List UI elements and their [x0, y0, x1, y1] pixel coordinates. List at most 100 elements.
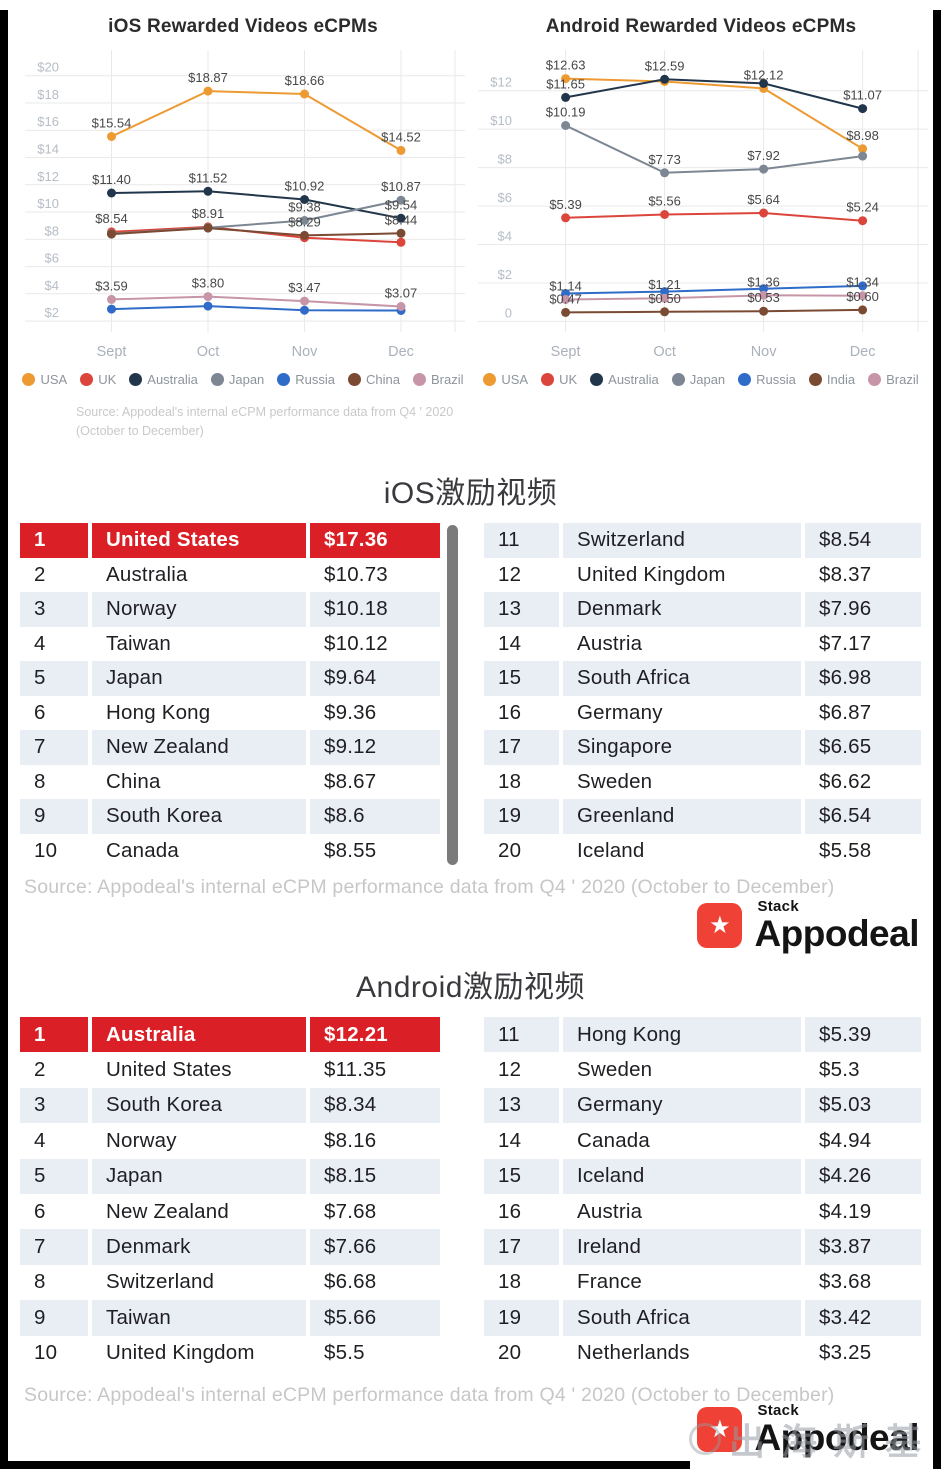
- country-cell: Greenland: [563, 799, 801, 834]
- country-cell: Taiwan: [106, 631, 172, 655]
- table-row: 20 Netherlands $3.25: [484, 1336, 921, 1371]
- country-cell: Switzerland: [563, 523, 801, 558]
- legend-item: Russia: [277, 372, 335, 387]
- country-cell: New Zealand: [92, 730, 306, 765]
- table-row: 14 Austria $7.17: [484, 627, 921, 662]
- rank-cell: 10: [34, 838, 58, 862]
- country-cell: Hong Kong: [106, 700, 211, 724]
- rank-cell: 7: [20, 730, 88, 765]
- value-cell: $5.66: [310, 1300, 440, 1336]
- svg-text:$2: $2: [45, 305, 59, 320]
- country-cell: China: [106, 769, 161, 793]
- country-cell: United Kingdom: [577, 562, 726, 586]
- legend-label: India: [826, 372, 856, 387]
- rank-cell: 7: [20, 1229, 88, 1265]
- value-cell: $5.3: [819, 1058, 860, 1082]
- svg-text:Nov: Nov: [292, 344, 319, 360]
- rank-cell: 14: [498, 1128, 522, 1152]
- value-cell: $5.58: [819, 838, 872, 862]
- country-cell: Germany: [577, 700, 663, 724]
- legend-item: Russia: [738, 372, 796, 387]
- rank-cell: 14: [498, 631, 522, 655]
- legend-label: UK: [98, 372, 117, 387]
- svg-text:$12: $12: [37, 169, 59, 184]
- legend-dot-icon: [808, 373, 822, 386]
- legend-item: Australia: [129, 372, 198, 387]
- country-cell: Netherlands: [577, 1341, 690, 1365]
- legend-item: Brazil: [413, 372, 464, 387]
- svg-text:$12.12: $12.12: [744, 67, 784, 82]
- table-row: 18 Sweden $6.62: [484, 765, 921, 800]
- country-cell: South Africa: [563, 661, 801, 696]
- table-row: 10 Canada $8.55: [20, 834, 440, 869]
- country-cell: Sweden: [577, 769, 653, 793]
- ios-table-right: 11 Switzerland $8.54 12 United Kingdom $…: [484, 523, 921, 868]
- country-cell: South Africa: [563, 1300, 801, 1336]
- country-cell: Canada: [577, 1128, 651, 1152]
- legend-item: Japan: [671, 372, 725, 387]
- legend-dot-icon: [483, 373, 497, 386]
- svg-text:$10: $10: [37, 196, 59, 211]
- table-row: 11 Switzerland $8.54: [484, 523, 921, 558]
- svg-text:$10.19: $10.19: [546, 105, 586, 120]
- country-cell: South Korea: [92, 799, 306, 834]
- appodeal-logo: ★ Stack Appodeal: [697, 898, 919, 952]
- svg-text:$5.64: $5.64: [747, 192, 780, 207]
- value-cell: $10.73: [324, 562, 388, 586]
- android-table-section: Android激励视频 1 Australia $12.21 2 United …: [0, 962, 941, 1371]
- legend-item: UK: [80, 372, 116, 387]
- ios-chart-source: Source: Appodeal's internal eCPM perform…: [76, 405, 454, 439]
- scrollbar-thumb[interactable]: [447, 525, 458, 865]
- legend-item: USA: [22, 372, 67, 387]
- legend-label: Japan: [228, 372, 265, 387]
- value-cell: $6.98: [805, 661, 921, 696]
- value-cell: $6.54: [805, 799, 921, 834]
- legend-label: Australia: [608, 372, 659, 387]
- country-cell: New Zealand: [106, 1199, 229, 1223]
- table-row: 4 Norway $8.16: [20, 1123, 440, 1158]
- rank-cell: 5: [20, 661, 88, 696]
- country-cell: Iceland: [563, 1158, 801, 1194]
- svg-text:$1.21: $1.21: [648, 277, 681, 292]
- table-row: 7 Denmark $7.66: [20, 1229, 440, 1265]
- value-cell: $9.12: [310, 730, 440, 765]
- svg-text:$12.59: $12.59: [645, 58, 685, 73]
- legend-dot-icon: [348, 373, 362, 386]
- ios-chart-panel: iOS Rewarded Videos eCPMs $20 $18 $16 $14 $1…: [18, 12, 468, 442]
- rank-cell: 3: [20, 592, 88, 627]
- country-cell: France: [577, 1270, 643, 1294]
- value-cell: $3.25: [819, 1341, 872, 1365]
- country-cell: Denmark: [563, 592, 801, 627]
- svg-text:$5.56: $5.56: [648, 194, 681, 209]
- rank-cell: 12: [498, 562, 522, 586]
- legend-item: Australia: [590, 372, 659, 387]
- android-chart-panel: Android Rewarded Videos eCPMs $12 $10 $8 $6…: [470, 12, 932, 387]
- svg-text:$6: $6: [498, 190, 512, 205]
- star-icon: ★: [709, 911, 731, 939]
- table-row: 18 France $3.68: [484, 1265, 921, 1300]
- rank-cell: 4: [34, 631, 46, 655]
- ios-tables-row: 1 United States $17.36 2 Australia $10.7…: [0, 523, 941, 868]
- svg-text:$1.34: $1.34: [846, 275, 879, 290]
- svg-text:$8: $8: [498, 152, 512, 167]
- rank-cell: 13: [484, 592, 559, 627]
- legend-dot-icon: [738, 373, 752, 386]
- ios-chart: $20 $18 $16 $14 $12 $10 $8 $6 $4 $2 Sept Oct Nov Dec $…: [25, 50, 465, 360]
- value-cell: $4.26: [805, 1158, 921, 1194]
- legend-label: Russia: [295, 372, 336, 387]
- logo-stack-label: Stack: [757, 898, 799, 915]
- value-cell: $11.35: [324, 1058, 387, 1082]
- legend-label: UK: [559, 372, 578, 387]
- legend-item: Brazil: [868, 372, 919, 387]
- table-row: 12 United Kingdom $8.37: [484, 558, 921, 593]
- value-cell: $6.87: [819, 700, 872, 724]
- legend-label: USA: [40, 372, 68, 387]
- country-cell: Australia: [106, 562, 188, 586]
- ios-table-section: iOS激励视频 1 United States $17.36 2 Austral…: [0, 468, 941, 868]
- country-cell: Japan: [92, 661, 306, 696]
- table-row: 10 United Kingdom $5.5: [20, 1336, 440, 1371]
- svg-text:$20: $20: [37, 60, 59, 75]
- x-tick-labels: Sept Oct Nov Dec: [97, 344, 414, 360]
- svg-text:$8: $8: [45, 223, 59, 238]
- legend-item: USA: [483, 372, 528, 387]
